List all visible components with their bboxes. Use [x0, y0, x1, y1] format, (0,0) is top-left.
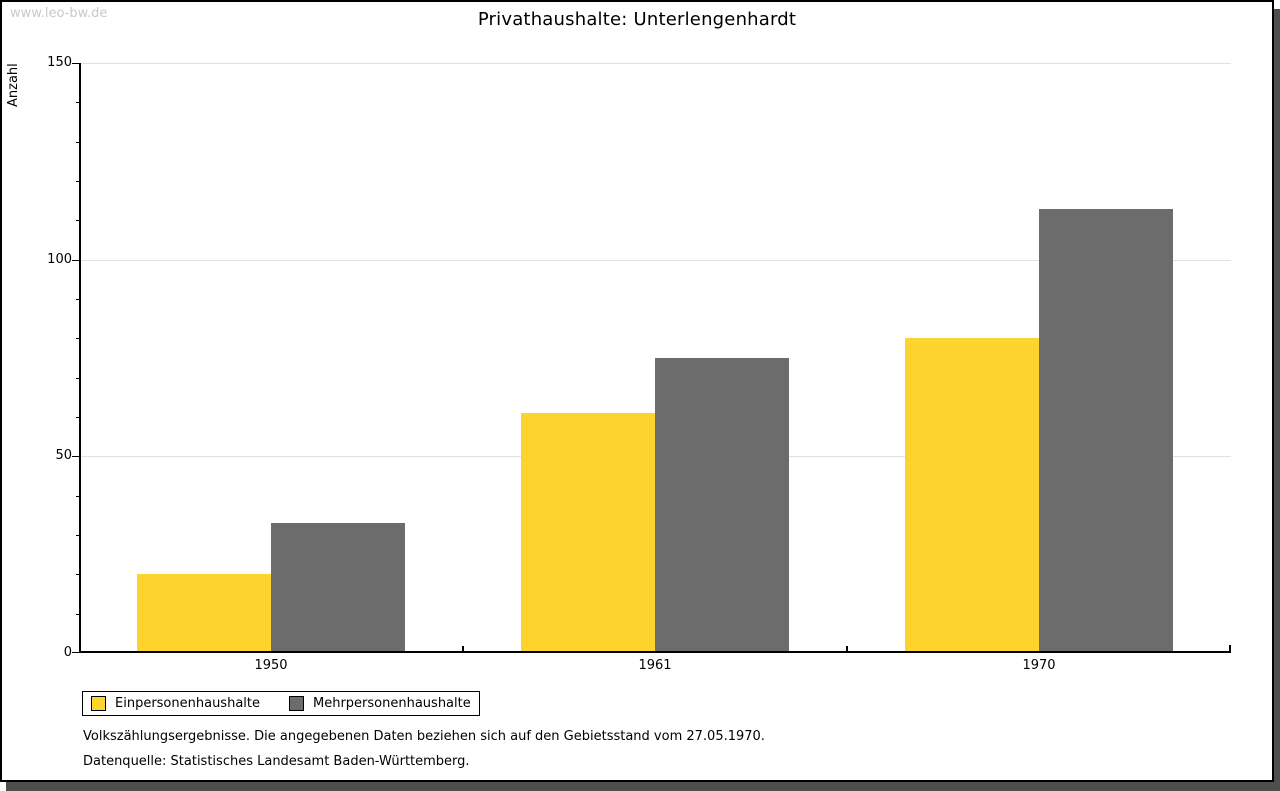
y-major-tick	[72, 63, 79, 64]
chart-title: Privathaushalte: Unterlengenhardt	[477, 9, 797, 30]
y-tick-label: 50	[55, 448, 72, 464]
x-axis-line	[79, 651, 1231, 653]
legend-swatch-gray	[289, 696, 304, 711]
gridline	[81, 259, 1231, 261]
y-minor-tick	[76, 220, 79, 222]
y-minor-tick	[76, 338, 79, 340]
legend-box: Einpersonenhaushalte Mehrpersonenhaushal…	[82, 691, 480, 716]
x-boundary-tick	[462, 646, 464, 653]
y-tick-label: 150	[47, 55, 72, 70]
x-end-tick	[1229, 645, 1231, 653]
y-minor-tick	[76, 299, 79, 300]
y-minor-tick	[76, 102, 79, 104]
bar	[904, 338, 1039, 653]
bar	[655, 358, 790, 653]
y-major-tick	[72, 652, 79, 653]
gridline	[81, 63, 1231, 64]
x-tick-label: 1961	[638, 658, 672, 673]
y-minor-tick	[76, 495, 79, 497]
x-tick-label: 1950	[254, 658, 288, 673]
bar	[136, 574, 271, 653]
bar	[271, 523, 406, 653]
footnote-data-source: Datenquelle: Statistisches Landesamt Bad…	[83, 754, 470, 769]
y-minor-tick	[76, 535, 79, 536]
y-minor-tick	[76, 613, 79, 615]
legend-swatch-yellow	[91, 696, 106, 711]
plot-area: 0 50 100 150 1950 1961 1970	[47, 55, 1231, 673]
watermark-text: www.leo-bw.de	[10, 6, 108, 21]
y-tick-label: 0	[63, 645, 72, 660]
legend-item-mehrpersonenhaushalte: Mehrpersonenhaushalte	[289, 696, 471, 711]
y-minor-tick	[76, 417, 79, 418]
y-major-tick	[72, 259, 79, 261]
bar	[520, 413, 655, 653]
bar	[1039, 208, 1174, 653]
y-minor-tick	[76, 181, 79, 182]
footnote-source-note: Volkszählungsergebnisse. Die angegebenen…	[83, 729, 765, 744]
x-boundary-tick	[846, 646, 848, 653]
legend-item-einpersonenhaushalte: Einpersonenhaushalte	[91, 696, 260, 711]
legend-label: Mehrpersonenhaushalte	[313, 696, 471, 711]
y-major-tick	[72, 456, 79, 458]
y-minor-tick	[76, 574, 79, 576]
y-tick-label: 100	[47, 251, 72, 267]
y-axis-title: Anzahl	[6, 63, 21, 107]
y-minor-tick	[76, 141, 79, 143]
y-axis-line	[79, 63, 81, 653]
legend-label: Einpersonenhaushalte	[115, 696, 260, 711]
x-tick-label: 1970	[1022, 658, 1056, 673]
y-minor-tick	[76, 377, 79, 379]
